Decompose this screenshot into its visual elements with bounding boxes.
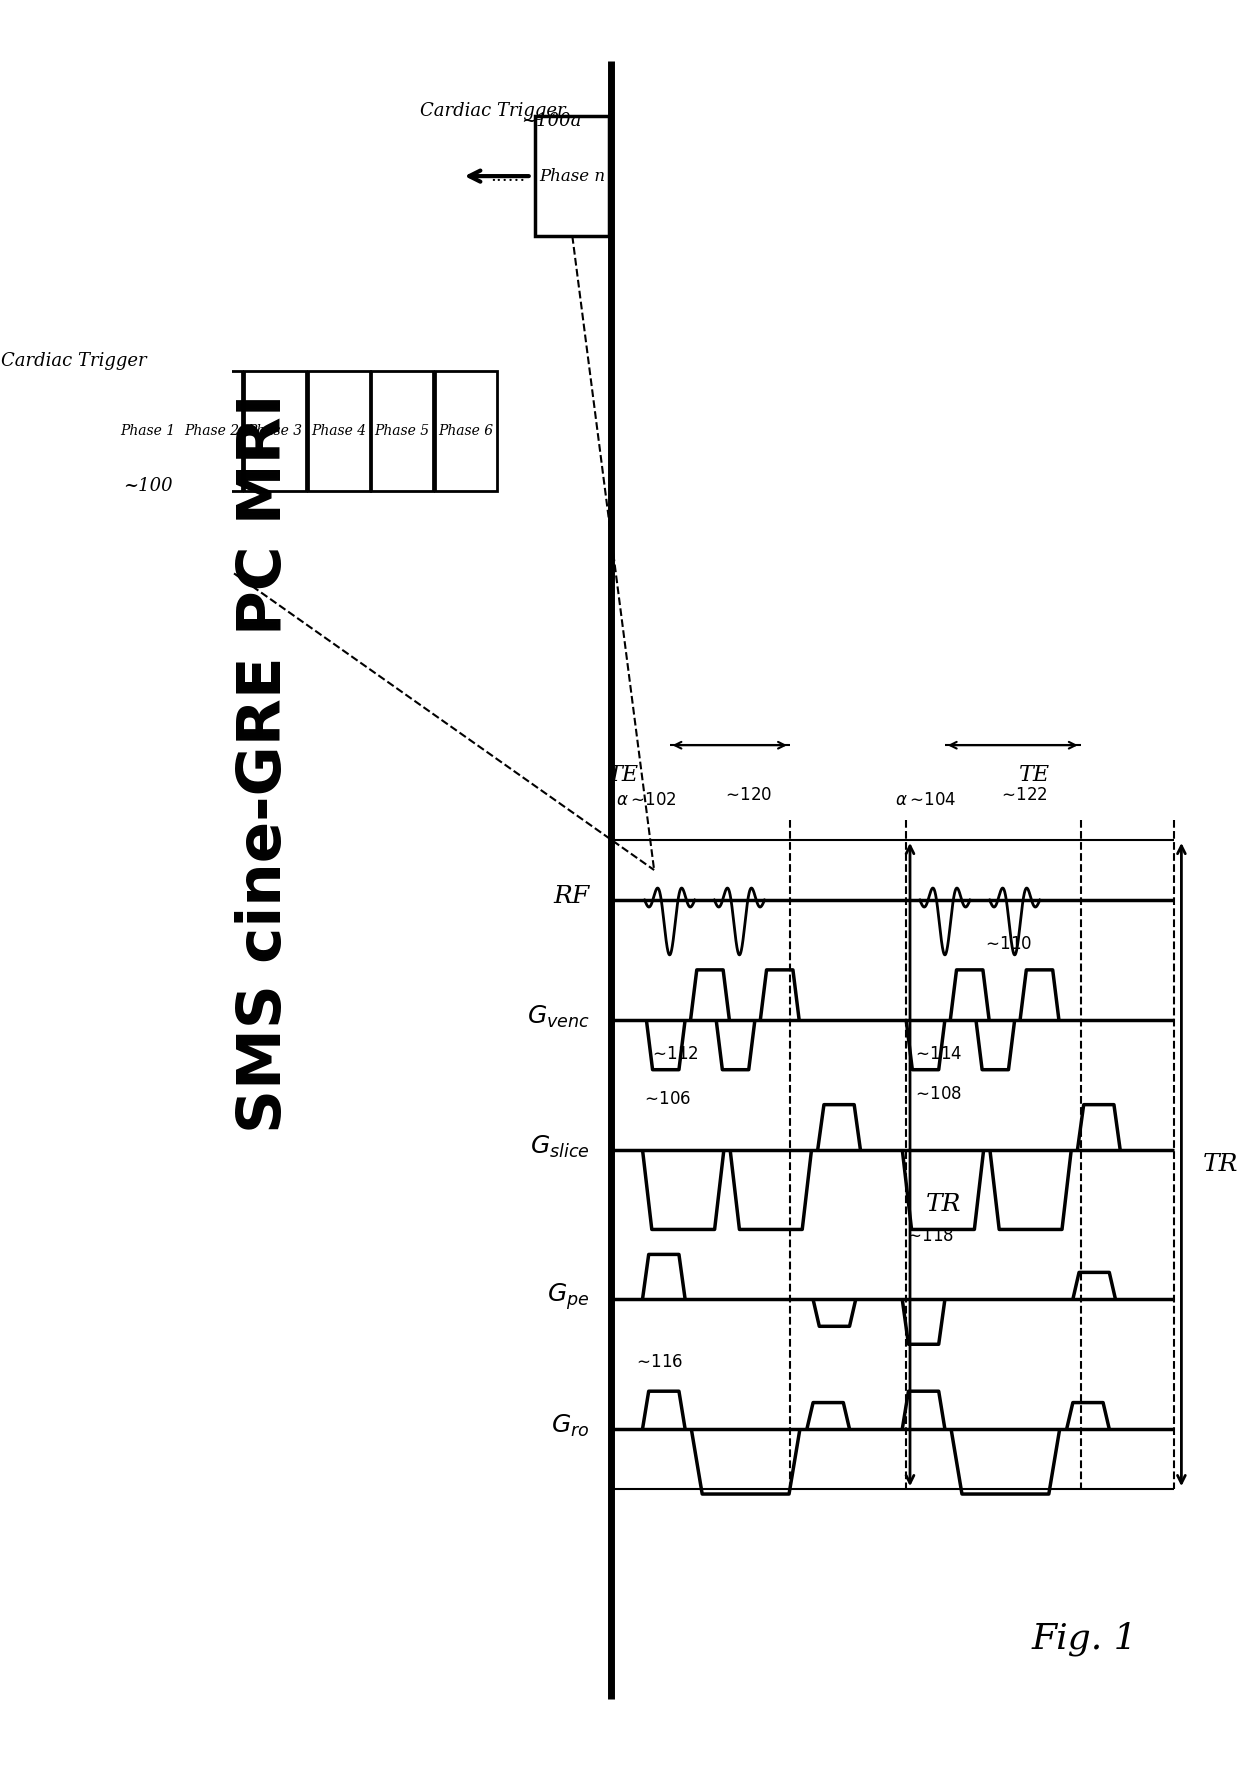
Text: Phase 2: Phase 2: [184, 424, 239, 438]
Bar: [308, 371, 370, 491]
Text: Phase 6: Phase 6: [438, 424, 494, 438]
Text: $\sim\!110$: $\sim\!110$: [982, 936, 1032, 954]
Bar: [117, 371, 179, 491]
Text: TR: TR: [1203, 1153, 1239, 1176]
Text: $\sim\!120$: $\sim\!120$: [722, 786, 773, 804]
Text: Phase n: Phase n: [539, 168, 605, 185]
Text: Cardiac Trigger: Cardiac Trigger: [420, 102, 565, 120]
Text: Fig. 1: Fig. 1: [1032, 1621, 1137, 1657]
Text: $\sim\!116$: $\sim\!116$: [632, 1355, 683, 1370]
Text: RF: RF: [553, 885, 590, 908]
Bar: [244, 371, 306, 491]
Text: TE: TE: [608, 765, 639, 786]
Text: ......: ......: [491, 168, 526, 185]
Text: $\alpha\sim\!104$: $\alpha\sim\!104$: [895, 791, 956, 809]
Text: Phase 3: Phase 3: [248, 424, 303, 438]
Text: ~100: ~100: [123, 477, 172, 494]
Bar: [435, 371, 497, 491]
Bar: [536, 117, 609, 237]
Bar: [180, 371, 242, 491]
Text: Phase 4: Phase 4: [311, 424, 366, 438]
Text: Phase 1: Phase 1: [120, 424, 175, 438]
Text: TE: TE: [1018, 765, 1049, 786]
Text: $G_{slice}$: $G_{slice}$: [529, 1134, 590, 1160]
Text: SMS cine-GRE PC MRI: SMS cine-GRE PC MRI: [234, 394, 294, 1134]
Text: $G_{ro}$: $G_{ro}$: [552, 1413, 590, 1439]
Bar: [371, 371, 433, 491]
Text: $G_{pe}$: $G_{pe}$: [547, 1280, 590, 1312]
Text: $\sim\!114$: $\sim\!114$: [911, 1045, 962, 1063]
Text: Phase 5: Phase 5: [374, 424, 430, 438]
Text: TR: TR: [925, 1194, 961, 1217]
Text: $\alpha\sim\!102$: $\alpha\sim\!102$: [616, 791, 677, 809]
Text: $\sim\!118$: $\sim\!118$: [904, 1227, 955, 1245]
Text: $\sim\!122$: $\sim\!122$: [997, 786, 1048, 804]
Text: ~100a: ~100a: [521, 113, 582, 131]
Text: Cardiac Trigger: Cardiac Trigger: [1, 351, 146, 369]
Text: $\sim\!112$: $\sim\!112$: [649, 1045, 698, 1063]
Text: $\sim\!106$: $\sim\!106$: [641, 1091, 691, 1107]
Text: $G_{venc}$: $G_{venc}$: [527, 1003, 590, 1030]
Text: $\sim\!108$: $\sim\!108$: [913, 1086, 962, 1104]
